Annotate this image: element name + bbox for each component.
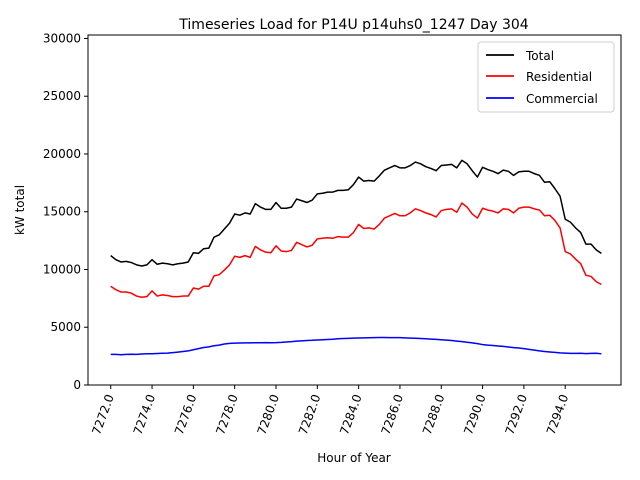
y-tick-label: 20000 — [43, 147, 81, 161]
y-tick-label: 10000 — [43, 262, 81, 276]
x-axis-label: Hour of Year — [317, 451, 391, 465]
series-line-residential — [110, 202, 602, 298]
legend-label-residential: Residential — [526, 70, 592, 84]
legend-label-total: Total — [525, 49, 554, 63]
legend-box — [477, 41, 615, 113]
series-layer — [110, 159, 602, 356]
y-tick-label: 25000 — [43, 89, 81, 103]
series-line-total — [110, 159, 602, 267]
y-tick-label: 30000 — [43, 31, 81, 45]
legend-label-commercial: Commercial — [526, 92, 598, 106]
series-line-commercial — [110, 336, 602, 356]
y-tick-label: 0 — [73, 378, 81, 392]
legend: Total Residential Commercial — [477, 41, 615, 113]
y-axis-label: kW total — [13, 185, 27, 235]
y-axis: 0 5000 10000 15000 20000 25000 30000 — [43, 31, 88, 392]
chart-title: Timeseries Load for P14U p14uhs0_1247 Da… — [178, 17, 528, 33]
y-tick-label: 5000 — [50, 320, 81, 334]
y-tick-label: 15000 — [43, 205, 81, 219]
